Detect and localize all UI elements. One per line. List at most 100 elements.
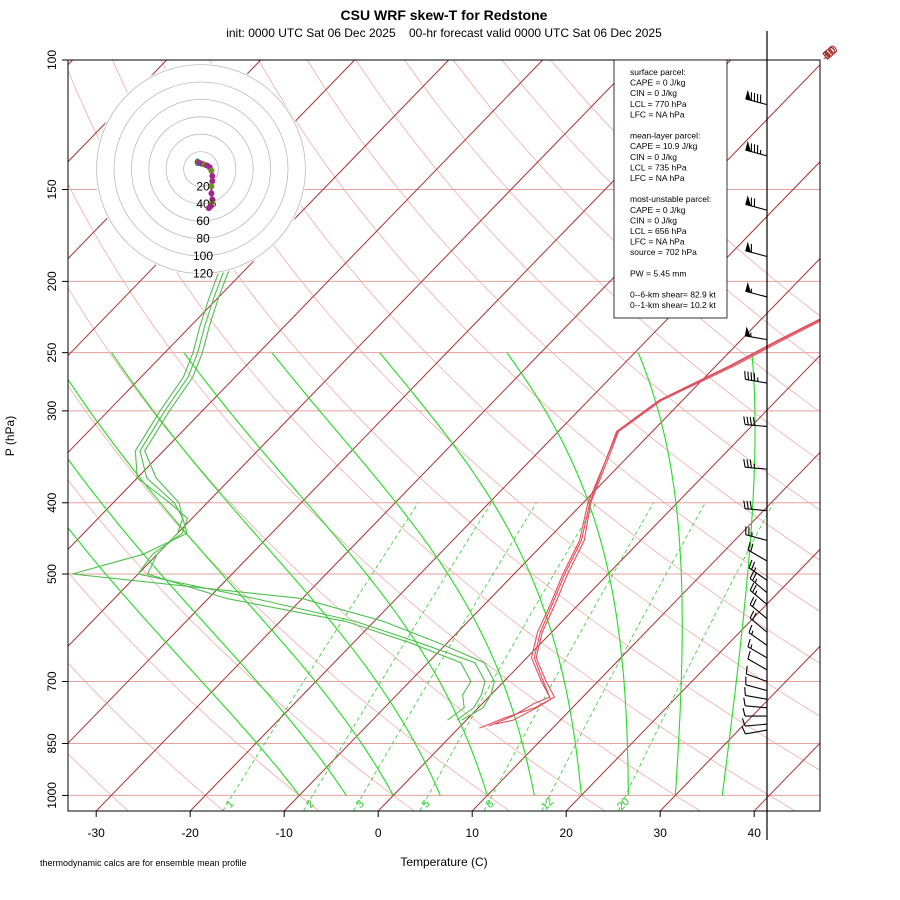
- moist-adiabat-line: [379, 352, 582, 796]
- stats-line: CAPE = 10.9 J/kg: [630, 141, 698, 151]
- mixing-ratio-lines: [222, 502, 774, 811]
- isotherm-line: [659, 645, 820, 811]
- dry-adiabat-line: [160, 60, 820, 717]
- x-tick-label: -20: [182, 826, 200, 840]
- hodograph-ring: [96, 64, 306, 274]
- isotherm-lines: [68, 60, 820, 811]
- dewpoint-profile-line: [134, 209, 486, 721]
- stats-line: 0--6-km shear= 82.9 kt: [630, 290, 716, 300]
- wind-barb: [749, 596, 768, 620]
- dry-adiabat-line: [306, 60, 820, 561]
- wind-barb: [744, 687, 768, 700]
- hodograph-background: [95, 63, 307, 275]
- dewpoint-profiles: [72, 209, 495, 721]
- mixing-ratio-label: 20: [615, 796, 632, 813]
- hodograph-point: [209, 178, 216, 185]
- isotherm-line: [68, 60, 544, 551]
- stats-line: LCL = 770 hPa: [630, 99, 687, 109]
- hodograph-ring: [183, 151, 219, 187]
- isotherm-line: [565, 548, 820, 811]
- wind-barb: [747, 638, 768, 659]
- wind-barb: [747, 650, 768, 671]
- moist-adiabat-line: [637, 352, 683, 796]
- wind-barb: [744, 371, 768, 384]
- mixing-ratio-label: 2: [304, 798, 317, 811]
- hodograph-point: [205, 205, 212, 212]
- dewpoint-profile-line: [72, 209, 495, 721]
- stats-line: LCL = 656 hPa: [630, 226, 687, 236]
- hodograph-ring-label: 20: [196, 179, 210, 193]
- isotherm-line: [753, 742, 820, 811]
- dry-adiabat-line: [68, 662, 224, 811]
- isotherm-line: [283, 257, 820, 811]
- chart-title: CSU WRF skew-T for Redstone: [341, 7, 548, 23]
- dry-adiabat-line: [68, 571, 320, 811]
- wind-barb: [743, 458, 768, 470]
- hodograph-km-label: 0: [194, 157, 200, 169]
- dry-adiabat-line: [68, 753, 129, 811]
- wind-barb: [742, 707, 767, 717]
- mixing-ratio-line: [419, 502, 597, 811]
- isotherm-line: [68, 60, 732, 744]
- mixing-ratio-line: [617, 502, 774, 811]
- dry-adiabat-line: [501, 60, 820, 365]
- x-tick-label: -30: [88, 826, 106, 840]
- y-tick-label: 150: [45, 179, 59, 199]
- isotherm-line: [68, 60, 638, 647]
- moist-adiabat-line: [183, 352, 488, 796]
- isotherm-line: [68, 60, 450, 454]
- stats-line: LFC = NA hPa: [630, 109, 685, 119]
- dry-adiabat-line: [258, 60, 820, 612]
- stats-line: surface parcel:: [630, 67, 686, 77]
- mixing-ratio-label: 12: [539, 796, 556, 813]
- hodograph-ring-label: 80: [196, 232, 210, 246]
- wind-barb: [741, 726, 768, 735]
- stats-line: CAPE = 0 J/kg: [630, 205, 686, 215]
- dry-adiabat-line: [355, 60, 820, 511]
- stats-line: 0--1-km shear= 10.2 kt: [630, 300, 716, 310]
- x-axis-label: Temperature (C): [400, 855, 487, 869]
- hodograph-point: [208, 190, 215, 197]
- dry-adiabat-line: [68, 384, 510, 811]
- isotherm-line: [189, 161, 820, 811]
- chart-subtitle: init: 0000 UTC Sat 06 Dec 2025 00-hr for…: [226, 26, 662, 40]
- mixing-ratio-label: 5: [420, 798, 433, 811]
- dry-adiabat-line: [112, 60, 820, 771]
- stats-line: source = 702 hPa: [630, 247, 697, 257]
- stats-line: CIN = 0 J/kg: [630, 88, 677, 98]
- mixing-ratio-line: [541, 502, 706, 811]
- wind-barb: [748, 624, 768, 646]
- moist-adiabat-line: [721, 352, 756, 796]
- wind-barb: [745, 195, 768, 211]
- y-tick-label: 1000: [45, 782, 59, 809]
- wind-barb: [749, 582, 768, 605]
- stats-line: CAPE = 0 J/kg: [630, 78, 686, 88]
- x-tick-label: 0: [375, 826, 382, 840]
- hodograph-km-label: 5: [210, 198, 216, 210]
- x-tick-label: 30: [654, 826, 668, 840]
- wind-barb: [745, 665, 768, 683]
- y-tick-label: 200: [45, 271, 59, 291]
- dry-adiabat-line: [404, 60, 820, 462]
- plot-area: [68, 60, 820, 811]
- wind-barb: [749, 610, 768, 633]
- temperature-profile-line: [495, 320, 820, 725]
- moist-adiabat-line: [68, 527, 300, 796]
- wind-barb: [745, 241, 768, 258]
- y-tick-label: 700: [45, 671, 59, 691]
- wind-barbs: [741, 31, 768, 840]
- hodograph-ring: [148, 116, 254, 222]
- y-axis-label: P (hPa): [3, 416, 17, 456]
- wind-barb: [744, 326, 768, 341]
- dry-adiabat-line: [68, 287, 606, 811]
- wind-barb: [741, 718, 768, 727]
- stats-line: mean-layer parcel:: [630, 131, 700, 141]
- moist-adiabat-line: [111, 352, 441, 796]
- wind-barb: [743, 500, 768, 512]
- stats-line: CIN = 0 J/kg: [630, 215, 677, 225]
- moist-adiabat-line: [506, 352, 629, 796]
